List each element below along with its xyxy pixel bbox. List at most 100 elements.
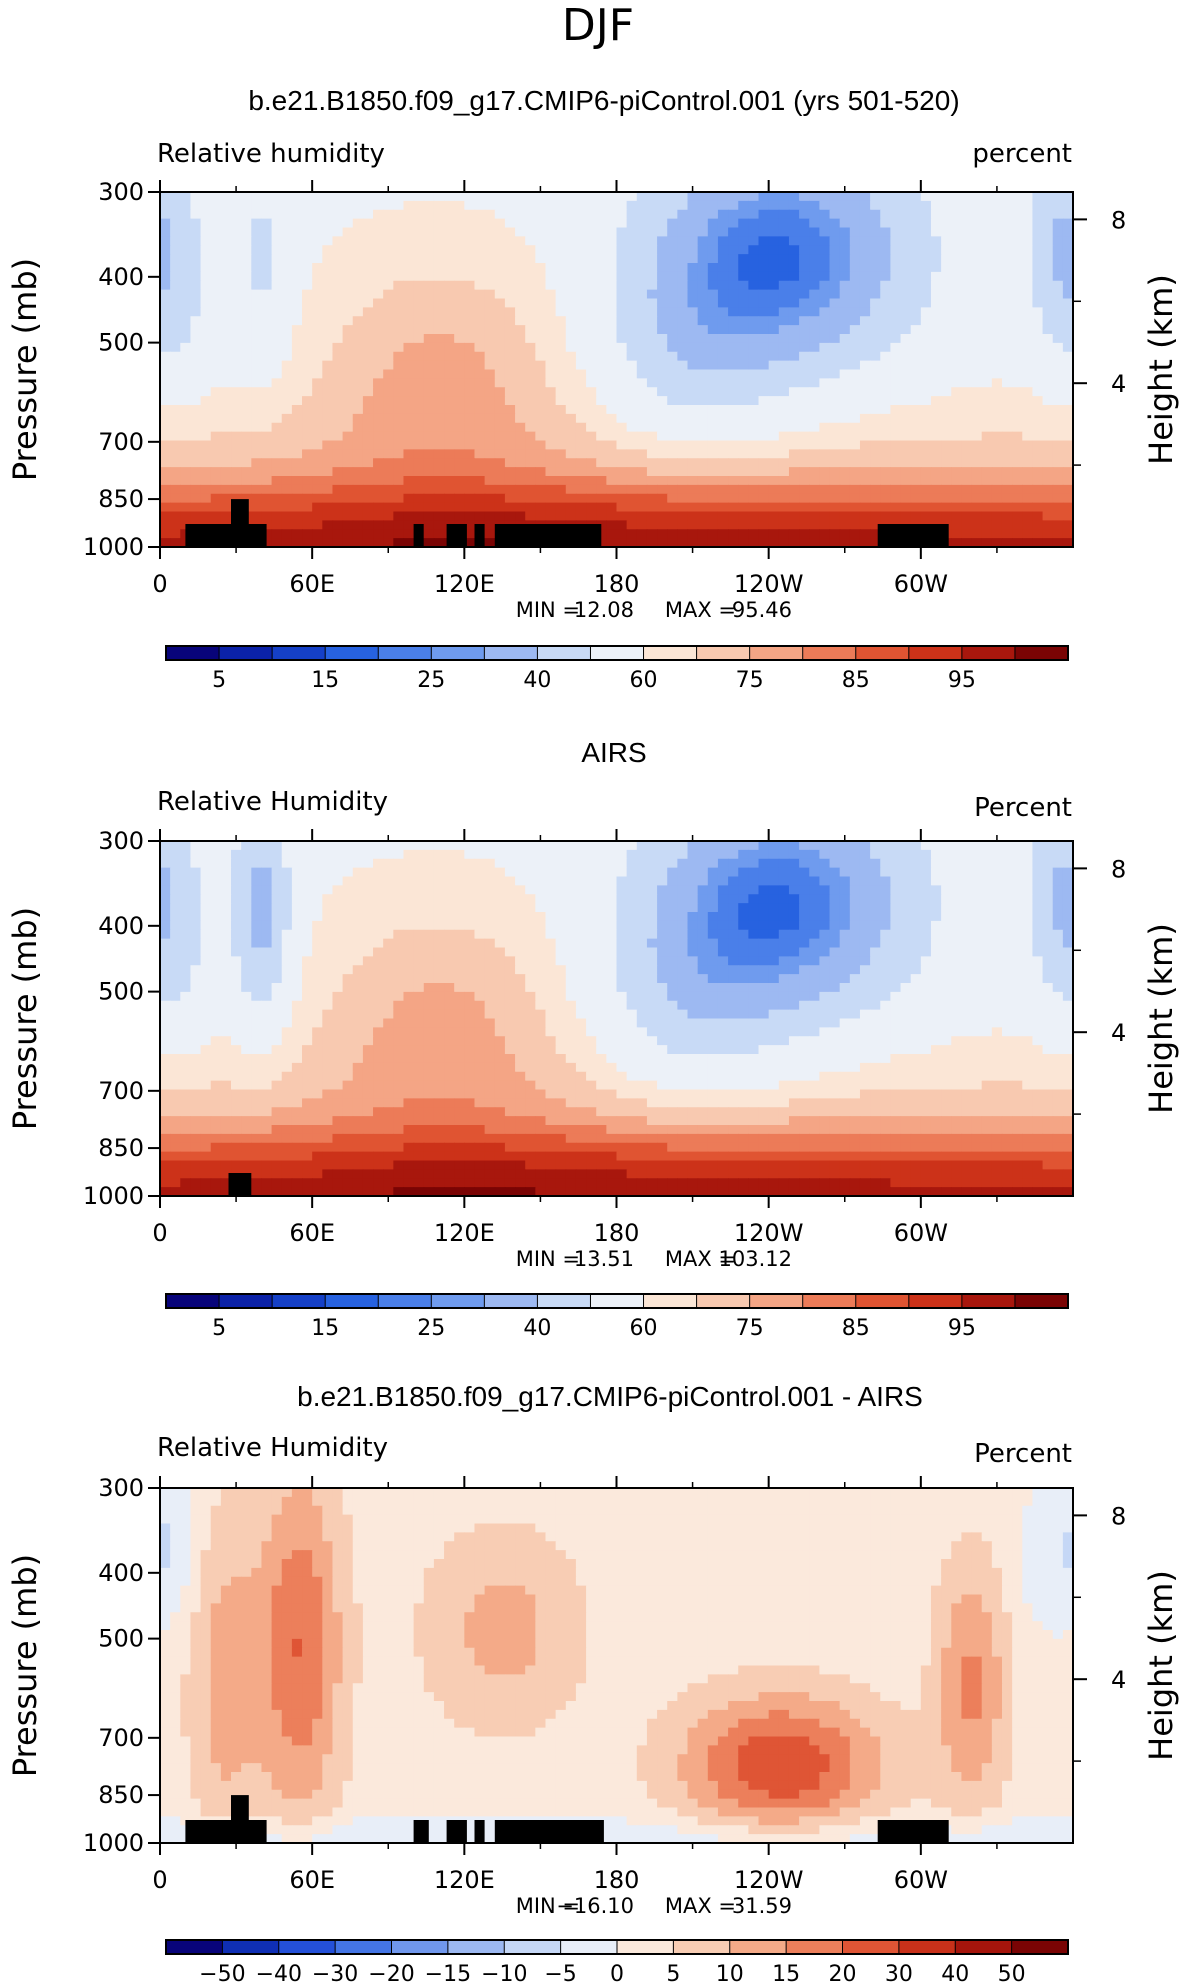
field-cell <box>900 298 912 308</box>
field-cell <box>687 538 699 548</box>
field-cell <box>251 867 263 878</box>
field-cell <box>362 965 374 975</box>
field-cell <box>525 351 536 362</box>
field-cell <box>261 467 273 477</box>
field-cell <box>900 493 912 504</box>
field-cell <box>961 431 973 442</box>
field-cell <box>1042 351 1054 362</box>
field-cell <box>657 493 668 504</box>
field-cell <box>971 876 983 886</box>
field-cell <box>930 218 942 229</box>
field-cell <box>383 920 394 931</box>
field-cell <box>464 351 476 362</box>
field-cell <box>849 440 861 450</box>
field-cell <box>920 245 932 255</box>
field-cell <box>1001 218 1013 229</box>
field-cell <box>829 316 841 326</box>
field-cell <box>1012 351 1023 362</box>
field-cell <box>890 200 902 211</box>
field-cell <box>383 484 394 495</box>
field-cell <box>748 298 760 308</box>
field-cell <box>1012 476 1023 486</box>
field-cell <box>494 378 506 388</box>
field-cell <box>1032 849 1044 860</box>
field-cell <box>859 342 871 353</box>
field-cell <box>839 280 851 291</box>
field-cell <box>819 449 831 459</box>
field-cell <box>859 298 871 308</box>
field-cell <box>342 200 354 211</box>
field-cell <box>626 431 638 442</box>
field-cell <box>555 956 567 966</box>
field-cell <box>454 360 465 371</box>
field-cell <box>565 885 577 895</box>
field-cell <box>880 885 891 895</box>
colorbar-swatch <box>324 645 380 661</box>
field-cell <box>403 484 415 495</box>
field-cell <box>474 218 486 229</box>
field-cell <box>433 929 445 940</box>
field-cell <box>484 885 496 895</box>
field-cell <box>342 378 354 388</box>
field-cell <box>200 511 212 521</box>
field-cell <box>464 192 476 202</box>
field-cell <box>575 502 587 513</box>
field-cell <box>636 316 648 326</box>
field-cell <box>515 245 526 255</box>
field-cell <box>829 849 841 860</box>
field-cell <box>393 254 405 264</box>
field-cell <box>951 538 963 548</box>
field-cell <box>291 316 303 326</box>
field-cell <box>545 841 557 851</box>
field-cell <box>657 458 668 468</box>
field-cell <box>697 858 709 869</box>
field-cell <box>342 956 354 966</box>
field-cell <box>444 867 455 878</box>
field-cell <box>900 378 912 388</box>
field-cell <box>778 325 790 335</box>
field-cell <box>981 956 993 966</box>
field-cell <box>291 254 303 264</box>
field-cell <box>636 885 648 895</box>
field-cell <box>697 947 709 957</box>
field-cell <box>728 956 739 966</box>
field-cell <box>636 387 648 397</box>
field-cell <box>667 236 678 246</box>
field-cell <box>454 867 465 878</box>
y-tick-label: 500 <box>98 329 144 357</box>
field-cell <box>423 938 435 949</box>
field-cell <box>454 236 465 246</box>
field-cell <box>494 493 506 504</box>
field-cell <box>859 369 871 379</box>
field-cell <box>1042 396 1054 406</box>
field-cell <box>474 449 486 459</box>
field-cell <box>322 369 334 379</box>
field-cell <box>545 903 557 913</box>
field-cell <box>515 903 526 913</box>
field-cell <box>200 360 212 371</box>
field-cell <box>809 387 820 397</box>
field-cell <box>332 254 344 264</box>
field-cell <box>494 431 506 442</box>
field-cell <box>200 502 212 513</box>
field-cell <box>586 307 597 317</box>
field-cell <box>657 351 668 362</box>
field-cell <box>444 236 455 246</box>
field-cell <box>799 298 810 308</box>
field-cell <box>322 298 334 308</box>
field-cell <box>403 236 415 246</box>
field-cell <box>890 192 902 202</box>
field-cell <box>677 307 689 317</box>
field-cell <box>758 876 770 886</box>
field-cell <box>1052 271 1064 282</box>
field-cell <box>738 440 749 450</box>
field-cell <box>981 849 993 860</box>
field-cell <box>778 502 790 513</box>
field-cell <box>210 271 222 282</box>
field-cell <box>1001 200 1013 211</box>
field-cell <box>636 334 648 344</box>
field-cell <box>626 903 638 913</box>
field-cell <box>799 431 810 442</box>
field-cell <box>393 405 405 415</box>
field-cell <box>271 929 283 940</box>
